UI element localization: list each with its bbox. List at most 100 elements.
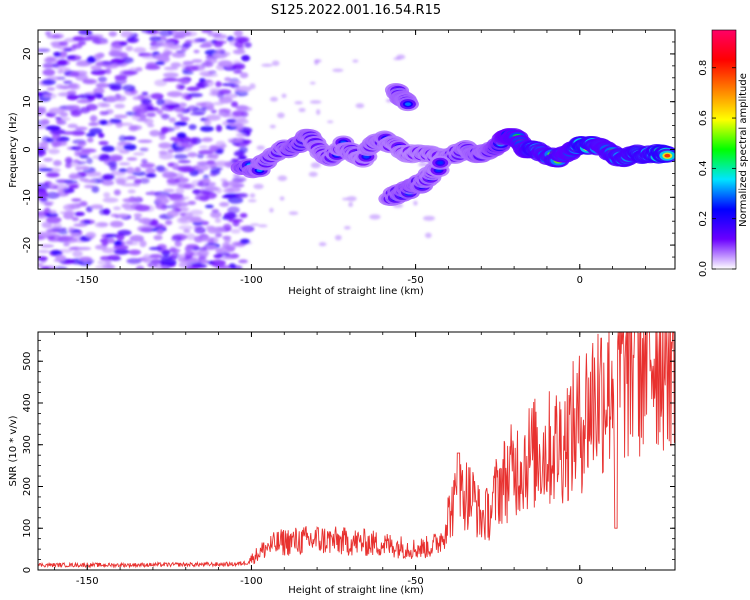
snr-frame [37,331,676,571]
heatmap-noise-cell [53,51,62,57]
snr-y-tick-label: 200 [22,477,33,496]
heatmap-noise-cell [123,197,139,204]
heatmap-noise-cell [215,48,226,54]
heatmap-noise-cell [173,153,189,160]
heatmap-noise-cell [270,96,278,102]
heatmap-noise-cell [162,51,171,57]
heatmap-noise-cell [107,254,121,261]
heatmap-noise-cell [85,57,97,64]
heatmap-noise-cell [177,160,191,164]
heatmap-noise-cell [186,233,196,240]
heatmap-noise-cell [210,109,217,114]
heatmap-noise-cell [396,54,406,60]
heatmap-noise-cell [53,183,68,191]
heatmap-noise-cell [47,226,61,230]
heatmap-noise-cell [193,49,200,54]
colorbar-tick-label: 0.2 [698,211,709,227]
heatmap-noise-cell [201,137,213,142]
heatmap-noise-cell [107,160,118,168]
heatmap-noise-cell [149,36,162,42]
heatmap-noise-cell [117,122,133,126]
heatmap-noise-cell [98,140,109,146]
heatmap-noise-cell [198,149,215,155]
heatmap-noise-cell [169,255,177,261]
heatmap-noise-cell [74,211,85,217]
heatmap-noise-cell [205,114,221,121]
heatmap-noise-cell [109,85,122,91]
heatmap-noise-cell [137,139,153,143]
heatmap-noise-cell [157,249,173,254]
heatmap-noise-cell [102,61,114,65]
heatmap-noise-cell [79,151,90,155]
heatmap-noise-cell [126,166,135,174]
heatmap-noise-cell [38,191,49,198]
heatmap-noise-cell [348,202,353,208]
heatmap-noise-cell [241,54,251,62]
heatmap-noise-cell [75,126,88,131]
heatmap-noise-cell [55,254,67,262]
heatmap-noise-cell [191,59,203,63]
heatmap-noise-cell [70,232,78,237]
heatmap-noise-cell [235,133,247,137]
heatmap-noise-cell [154,79,168,87]
heatmap-noise-cell [58,248,73,254]
heatmap-noise-cell [165,219,173,226]
heatmap-noise-cell [135,108,149,114]
heatmap-noise-cell [175,83,186,91]
heatmap-noise-cell [179,216,189,223]
heatmap-noise-cell [288,211,299,215]
heatmap-noise-cell [125,45,133,52]
heatmap-noise-cell [69,71,80,77]
heatmap-noise-cell [79,165,90,170]
heatmap-noise-cell [189,112,205,116]
heatmap-noise-cell [90,66,102,71]
heatmap-noise-cell [107,237,116,244]
heatmap-noise-cell [134,166,141,173]
heatmap-noise-cell [103,192,111,198]
heatmap-noise-cell [223,212,237,220]
heatmap-noise-cell [279,196,285,201]
heatmap-noise-cell [206,191,217,200]
figure-title: S125.2022.001.16.54.R15 [271,3,441,18]
colorbar-tick-label: 0.4 [698,160,709,176]
spectrogram-x-tick-label: -150 [76,275,99,286]
heatmap-noise-cell [149,190,156,196]
heatmap-noise-cell [213,160,230,167]
heatmap-noise-cell [228,139,244,144]
heatmap-noise-cell [85,231,97,239]
heatmap-noise-cell [102,247,116,254]
heatmap-noise-cell [232,110,245,117]
heatmap-noise-cell [56,69,64,75]
heatmap-noise-cell [170,62,182,68]
heatmap-noise-cell [197,249,210,257]
heatmap-noise-cell [158,142,172,149]
heatmap-noise-cell [156,228,164,235]
heatmap-noise-cell [83,219,91,225]
heatmap-noise-cell [46,87,55,91]
snr-y-tick-label: 400 [22,393,33,412]
heatmap-noise-cell [46,34,61,39]
heatmap-noise-cell [219,144,227,148]
heatmap-noise-cell [253,183,264,190]
heatmap-noise-cell [173,200,182,205]
heatmap-noise-cell [91,34,104,39]
heatmap-noise-cell [122,57,134,64]
heatmap-noise-cell [202,178,210,185]
heatmap-noise-cell [141,53,158,60]
heatmap-noise-cell [86,31,94,37]
colorbar-tick-label: 0.8 [698,60,709,76]
heatmap-noise-cell [230,228,241,234]
heatmap-noise-cell [187,200,196,205]
heatmap-noise-cell [41,265,50,269]
heatmap-noise-cell [139,227,153,233]
spectrogram-y-tick-label: 0 [22,146,33,152]
heatmap-noise-cell [71,216,79,222]
heatmap-noise-cell [42,94,50,98]
colorbar-frame [711,29,737,270]
heatmap-noise-cell [214,218,222,224]
heatmap-noise-cell [197,153,205,159]
heatmap-noise-cell [109,220,124,228]
heatmap-noise-cell [126,258,142,264]
heatmap-noise-cell [213,33,228,40]
heatmap-noise-cell [146,112,156,118]
